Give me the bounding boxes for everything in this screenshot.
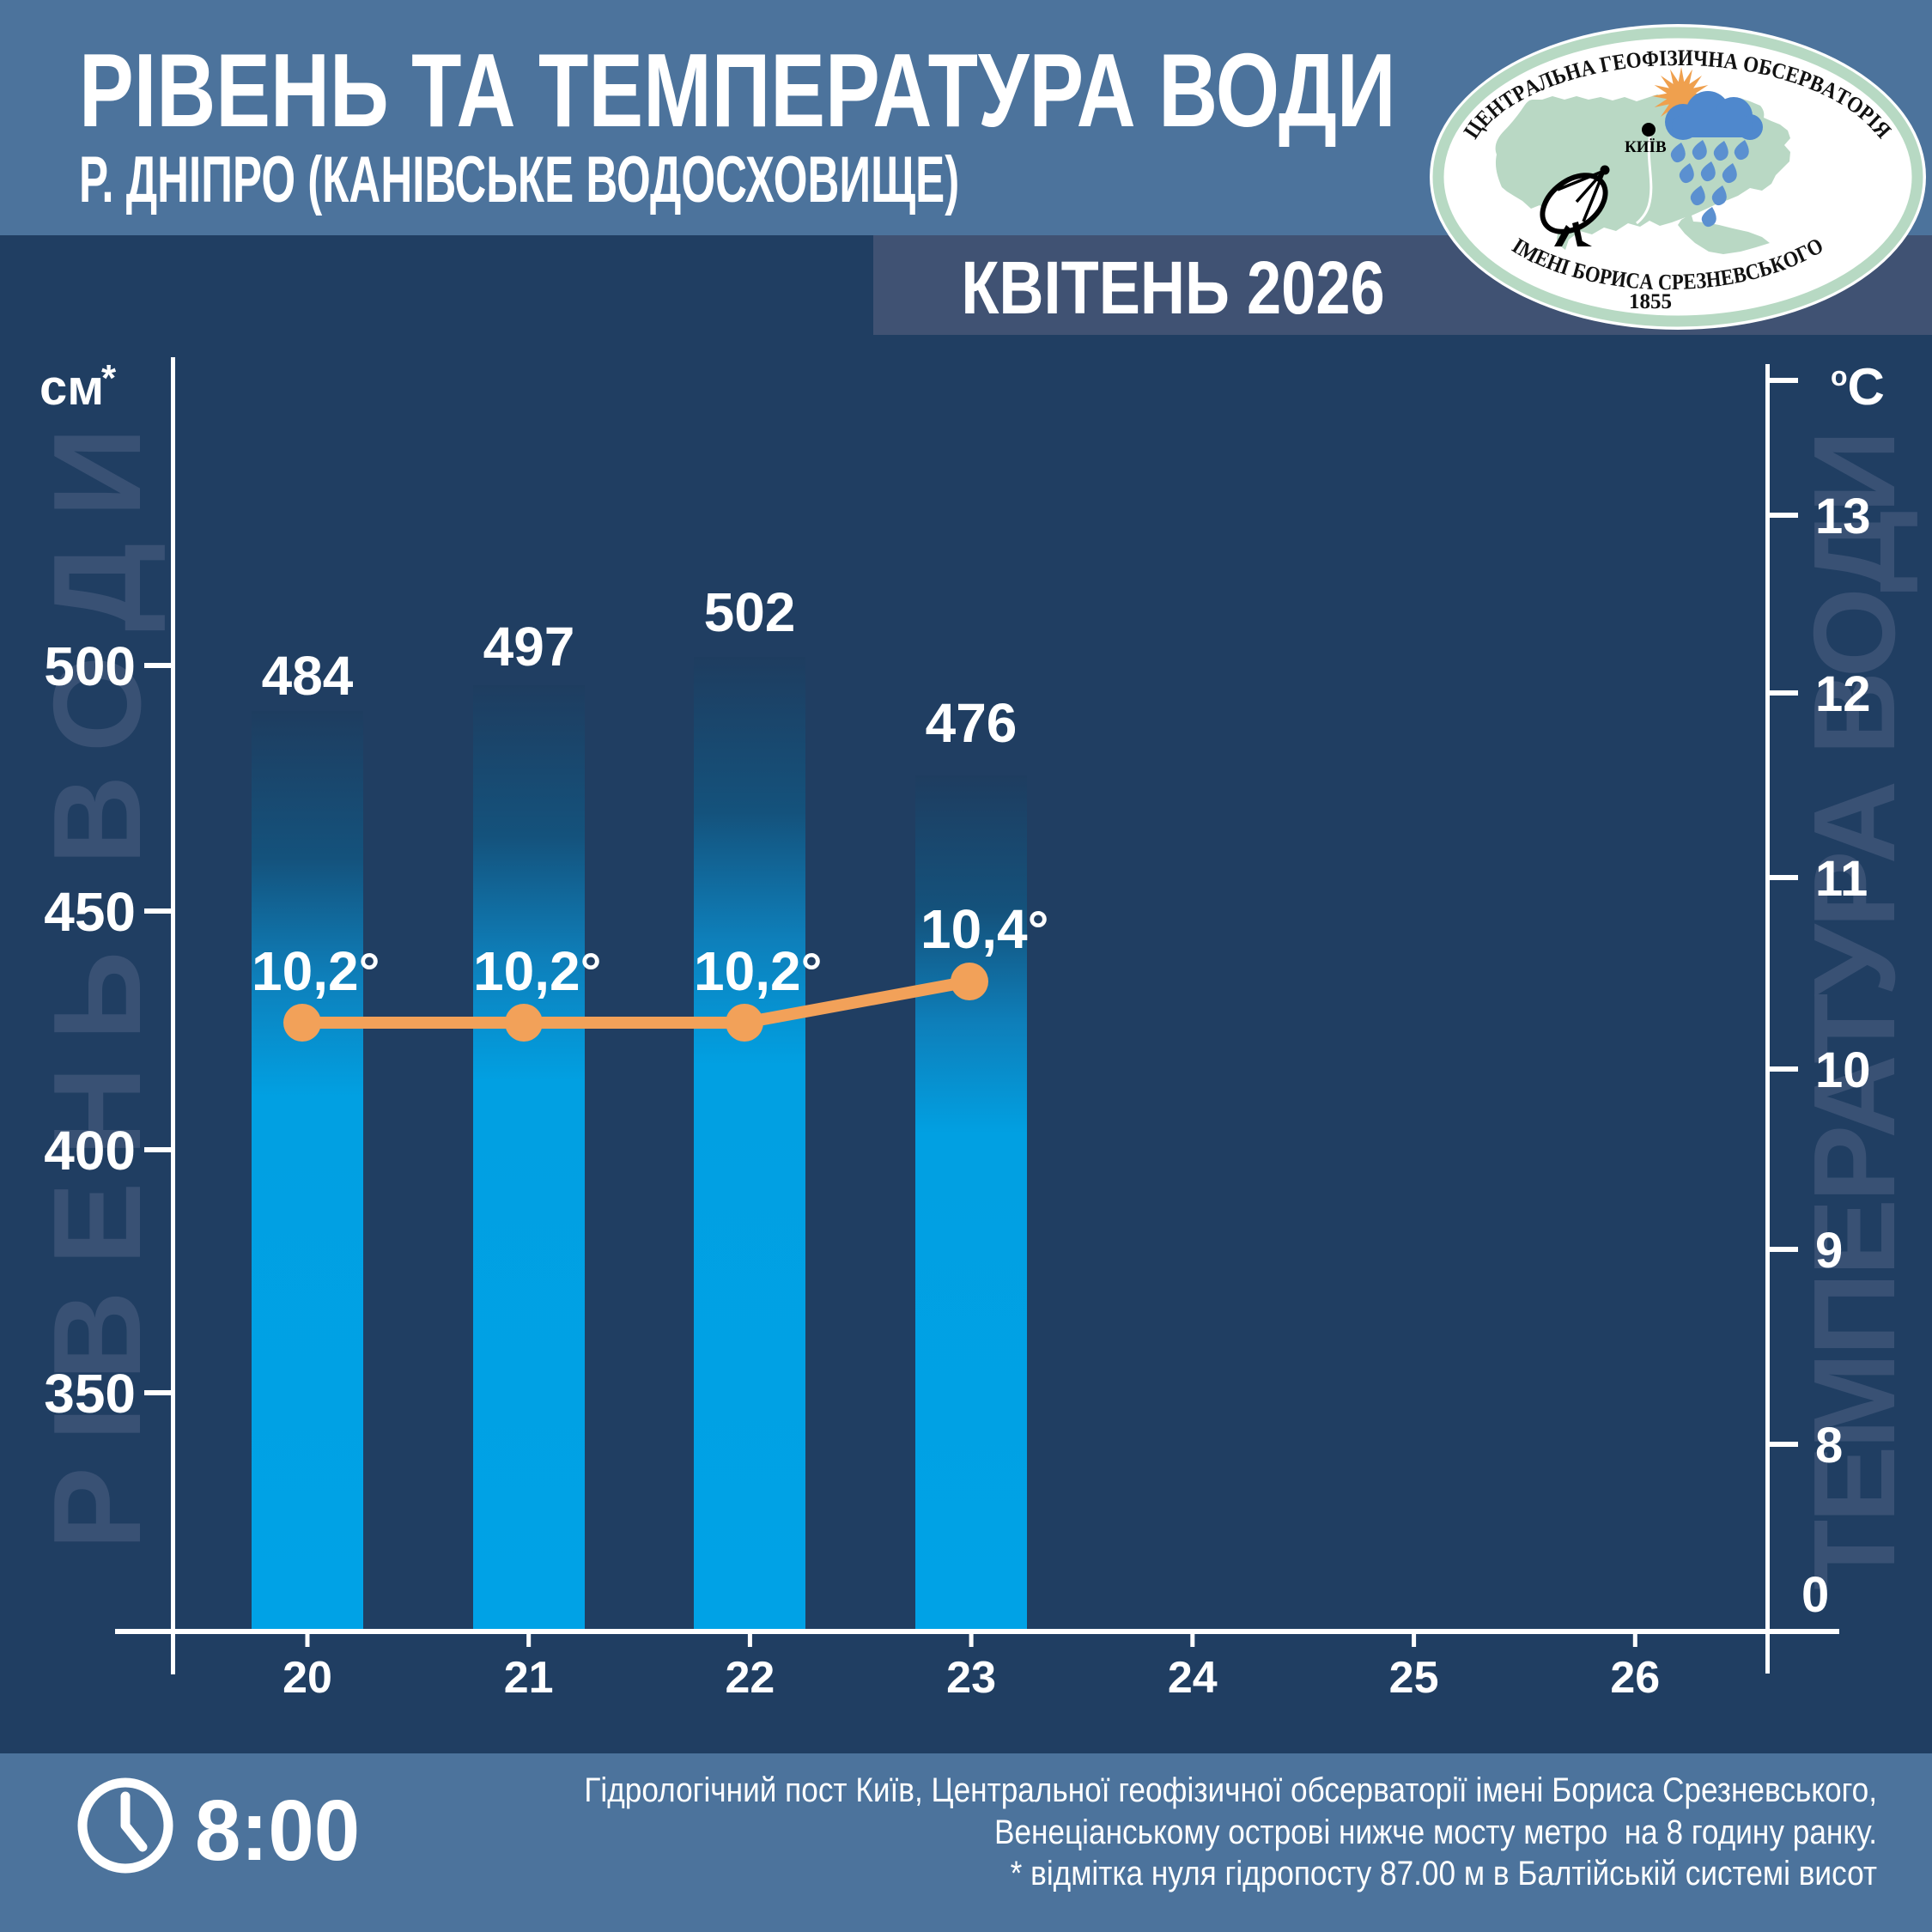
svg-text:Р: Р <box>1672 270 1684 295</box>
svg-text:10,2°: 10,2° <box>473 940 601 1002</box>
svg-text:500: 500 <box>44 635 136 697</box>
svg-text:21: 21 <box>504 1653 554 1703</box>
svg-text:Ь: Ь <box>1756 255 1775 283</box>
svg-text:А: А <box>1722 49 1740 75</box>
svg-text:11: 11 <box>1815 851 1868 907</box>
svg-text:20: 20 <box>283 1653 332 1703</box>
svg-text:22: 22 <box>725 1653 775 1703</box>
svg-text:С: С <box>1743 258 1762 286</box>
svg-text:484: 484 <box>262 645 354 707</box>
svg-text:О: О <box>1741 52 1760 78</box>
svg-text:оС: оС <box>1831 358 1885 416</box>
svg-text:І: І <box>1658 46 1667 71</box>
svg-text:В: В <box>1731 262 1748 289</box>
svg-text:С: С <box>1769 58 1789 85</box>
svg-text:КИЇВ: КИЇВ <box>1625 138 1667 156</box>
svg-text:О: О <box>1583 261 1603 289</box>
svg-text:РІВЕНЬ ВОДИ: РІВЕНЬ ВОДИ <box>27 402 167 1550</box>
svg-text:10,2°: 10,2° <box>694 940 822 1002</box>
svg-text:ТЕМПЕРАТУРА ВОДИ: ТЕМПЕРАТУРА ВОДИ <box>1789 434 1919 1590</box>
svg-text:*: * <box>101 357 117 399</box>
svg-text:Ч: Ч <box>1693 46 1709 71</box>
svg-text:12: 12 <box>1815 666 1871 722</box>
svg-text:Р: Р <box>1597 264 1613 290</box>
svg-text:Н: Н <box>1707 47 1724 73</box>
svg-text:Г: Г <box>1598 52 1615 78</box>
svg-text:450: 450 <box>44 881 136 943</box>
svg-text:10,2°: 10,2° <box>252 940 380 1002</box>
svg-text:502: 502 <box>704 581 796 643</box>
svg-text:Е: Е <box>1611 50 1628 76</box>
svg-text:З: З <box>1695 268 1707 294</box>
svg-text:8: 8 <box>1815 1418 1843 1473</box>
svg-text:1855: 1855 <box>1629 290 1672 313</box>
svg-text:Н: Н <box>1704 266 1722 293</box>
svg-text:10,4°: 10,4° <box>920 898 1048 960</box>
svg-text:Ф: Ф <box>1641 46 1660 72</box>
svg-text:см: см <box>39 360 104 416</box>
svg-text:476: 476 <box>926 692 1018 754</box>
svg-text:А: А <box>1638 269 1655 295</box>
svg-text:25: 25 <box>1389 1653 1439 1703</box>
svg-text:9: 9 <box>1815 1223 1843 1279</box>
svg-text:О: О <box>1625 47 1643 74</box>
svg-text:С: С <box>1625 268 1642 294</box>
svg-text:Е: Е <box>1683 270 1697 295</box>
svg-text:Б: Б <box>1756 55 1774 82</box>
svg-text:Е: Е <box>1719 264 1735 291</box>
svg-text:26: 26 <box>1610 1653 1660 1703</box>
svg-text:24: 24 <box>1168 1653 1218 1703</box>
svg-text:И: И <box>1609 266 1628 293</box>
svg-text:10: 10 <box>1815 1042 1871 1098</box>
svg-text:497: 497 <box>483 616 575 677</box>
svg-text:З: З <box>1667 46 1678 71</box>
svg-text:23: 23 <box>946 1653 996 1703</box>
svg-text:400: 400 <box>44 1120 136 1182</box>
svg-text:А: А <box>1578 55 1598 82</box>
svg-text:350: 350 <box>44 1363 136 1425</box>
svg-text:13: 13 <box>1815 489 1871 544</box>
svg-text:С: С <box>1658 270 1673 295</box>
svg-text:0: 0 <box>1801 1567 1829 1623</box>
svg-text:И: И <box>1678 46 1693 71</box>
